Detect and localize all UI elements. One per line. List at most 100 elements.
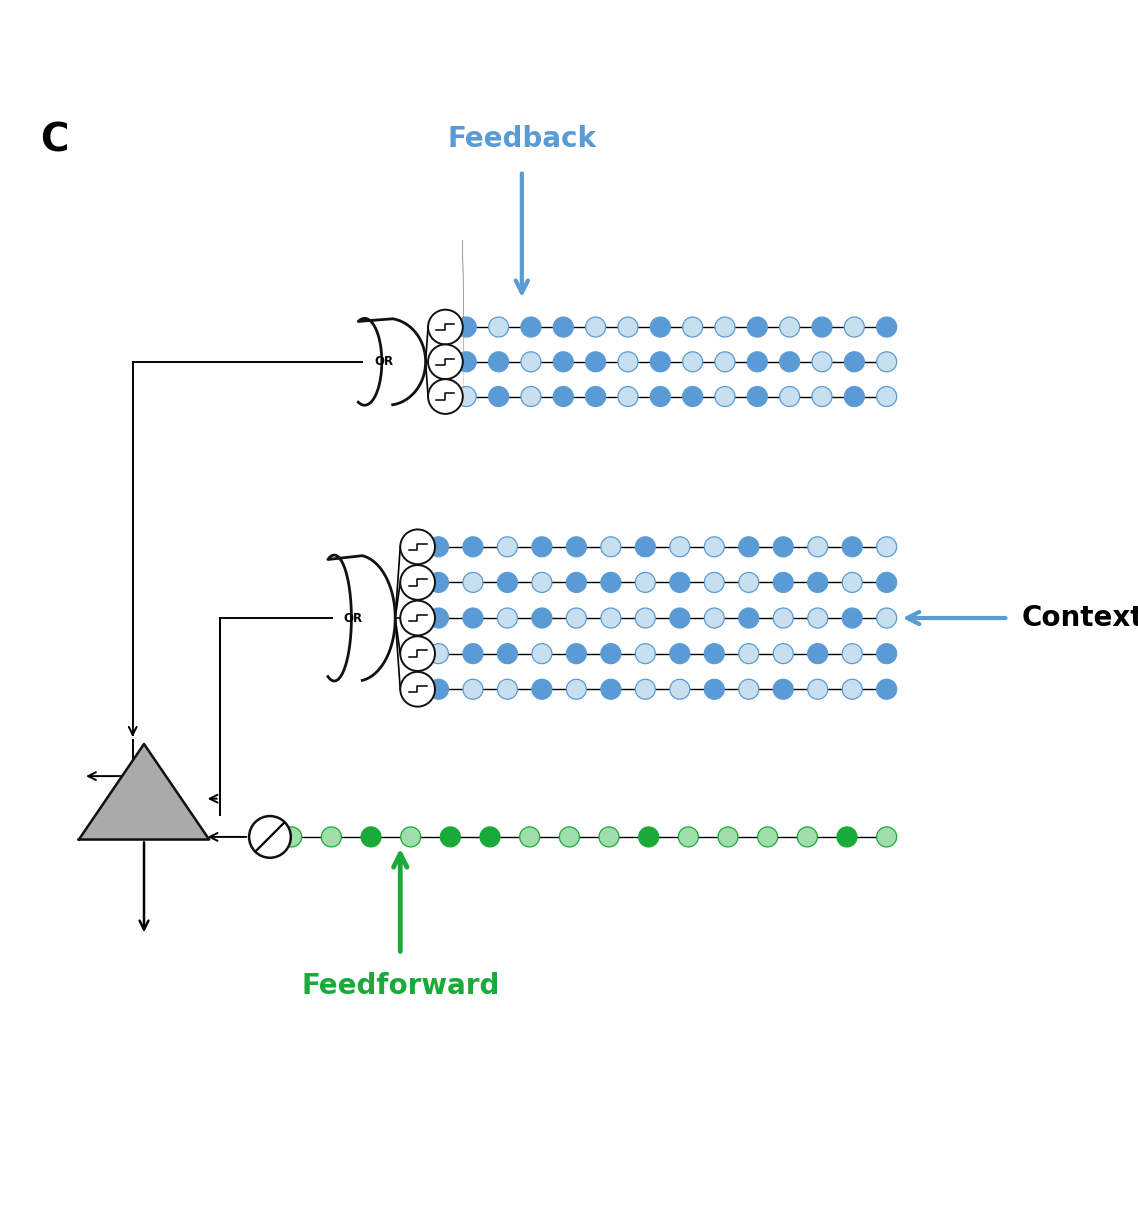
Circle shape [428, 310, 463, 345]
Polygon shape [328, 555, 395, 681]
Circle shape [567, 644, 586, 663]
Circle shape [586, 317, 605, 338]
Circle shape [813, 352, 832, 371]
Circle shape [813, 386, 832, 407]
Circle shape [635, 572, 655, 593]
Circle shape [586, 386, 605, 407]
Circle shape [601, 537, 621, 557]
Circle shape [361, 826, 381, 847]
Circle shape [844, 352, 865, 371]
Circle shape [618, 317, 638, 338]
Circle shape [601, 679, 621, 699]
Circle shape [844, 317, 865, 338]
Circle shape [531, 679, 552, 699]
Circle shape [773, 572, 793, 593]
Circle shape [813, 317, 832, 338]
Circle shape [520, 826, 539, 847]
Circle shape [876, 317, 897, 338]
Circle shape [842, 679, 863, 699]
Circle shape [670, 679, 690, 699]
Circle shape [531, 572, 552, 593]
Circle shape [401, 672, 435, 707]
Circle shape [842, 537, 863, 557]
Circle shape [497, 644, 518, 663]
Circle shape [780, 317, 800, 338]
Circle shape [553, 386, 574, 407]
Circle shape [488, 352, 509, 371]
Circle shape [683, 352, 702, 371]
Circle shape [463, 572, 483, 593]
Circle shape [463, 537, 483, 557]
Circle shape [704, 609, 724, 628]
Text: OR: OR [344, 611, 363, 624]
Circle shape [773, 537, 793, 557]
Circle shape [739, 609, 759, 628]
Circle shape [601, 644, 621, 663]
Circle shape [650, 386, 670, 407]
Circle shape [739, 644, 759, 663]
Circle shape [497, 679, 518, 699]
Circle shape [488, 386, 509, 407]
Circle shape [650, 352, 670, 371]
Circle shape [521, 386, 541, 407]
Circle shape [531, 537, 552, 557]
Circle shape [635, 644, 655, 663]
Circle shape [428, 345, 463, 379]
Circle shape [456, 352, 476, 371]
Polygon shape [358, 318, 426, 405]
Circle shape [521, 317, 541, 338]
Text: C: C [40, 121, 68, 160]
Circle shape [876, 352, 897, 371]
Circle shape [780, 386, 800, 407]
Circle shape [704, 537, 724, 557]
Circle shape [773, 609, 793, 628]
Text: Feedback: Feedback [447, 126, 596, 154]
Circle shape [715, 352, 735, 371]
Circle shape [808, 537, 827, 557]
Circle shape [876, 537, 897, 557]
Circle shape [876, 826, 897, 847]
Circle shape [748, 352, 767, 371]
Circle shape [704, 644, 724, 663]
Circle shape [463, 609, 483, 628]
Circle shape [678, 826, 699, 847]
Circle shape [429, 537, 448, 557]
Circle shape [838, 826, 857, 847]
Circle shape [635, 609, 655, 628]
Circle shape [567, 609, 586, 628]
Circle shape [480, 826, 500, 847]
Circle shape [798, 826, 817, 847]
Circle shape [553, 317, 574, 338]
Circle shape [842, 644, 863, 663]
Circle shape [401, 636, 435, 672]
Circle shape [773, 679, 793, 699]
Circle shape [715, 386, 735, 407]
Circle shape [618, 386, 638, 407]
Circle shape [497, 572, 518, 593]
Circle shape [683, 386, 702, 407]
Circle shape [650, 317, 670, 338]
Circle shape [670, 644, 690, 663]
Circle shape [429, 644, 448, 663]
Circle shape [748, 317, 767, 338]
Circle shape [456, 317, 476, 338]
Circle shape [567, 572, 586, 593]
Circle shape [429, 679, 448, 699]
Circle shape [601, 609, 621, 628]
Circle shape [249, 816, 291, 858]
Circle shape [842, 572, 863, 593]
Circle shape [683, 317, 702, 338]
Circle shape [599, 826, 619, 847]
Circle shape [670, 537, 690, 557]
Circle shape [429, 572, 448, 593]
Circle shape [463, 679, 483, 699]
Circle shape [704, 679, 724, 699]
Circle shape [808, 679, 827, 699]
Circle shape [428, 379, 463, 414]
Circle shape [282, 826, 302, 847]
Circle shape [670, 572, 690, 593]
Circle shape [497, 609, 518, 628]
Circle shape [670, 609, 690, 628]
Circle shape [758, 826, 777, 847]
Circle shape [401, 530, 435, 564]
